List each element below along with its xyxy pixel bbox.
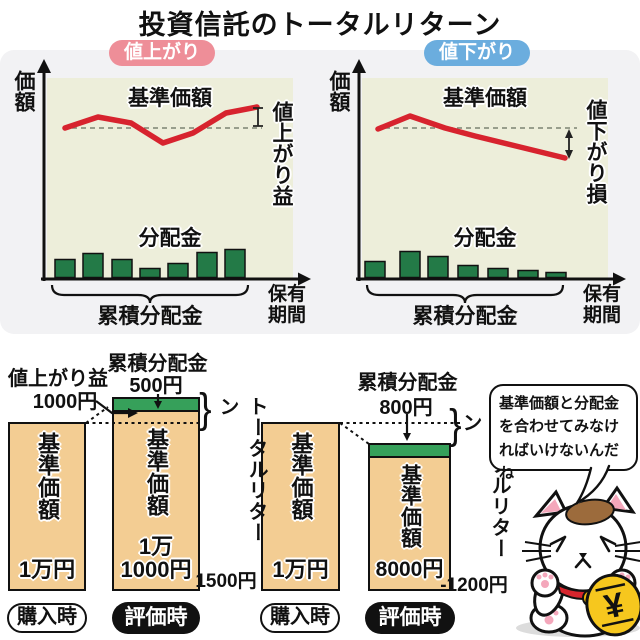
s1-total-label: トータルリターン bbox=[216, 396, 267, 543]
s1-buy-bar-label: 基準価額 bbox=[35, 432, 60, 520]
annotation-loss: 値下がり損 bbox=[584, 99, 607, 204]
s1-eval-bar-label: 基準価額 bbox=[144, 428, 169, 516]
speech-line-3: ればいけないんだね bbox=[499, 441, 620, 482]
annotation-gain: 値上がり益 bbox=[270, 101, 293, 206]
bars-label-rise: 分配金 bbox=[138, 227, 202, 250]
s1-eval-dist-cap bbox=[114, 399, 198, 412]
s2-buy-bar-value: 1万円 bbox=[272, 556, 329, 582]
cat-mouth bbox=[574, 557, 592, 569]
cat-eyes bbox=[549, 535, 617, 553]
cat-head bbox=[538, 503, 628, 593]
s1-eval-caption: 評価時 bbox=[112, 602, 200, 634]
s2-buy-caption: 購入時 bbox=[260, 603, 340, 633]
page-title: 投資信託のトータルリターン bbox=[138, 10, 502, 40]
s1-buy-caption: 購入時 bbox=[7, 603, 87, 633]
cat-right-paw-pads bbox=[613, 572, 631, 588]
cat-whiskers bbox=[522, 541, 640, 562]
cat-head-patch bbox=[565, 498, 615, 526]
s2-total-value: -1200円 bbox=[440, 575, 508, 596]
s2-buy-bar: 基準価額 1万円 bbox=[261, 422, 340, 591]
s1-dist-label: 累積分配金 bbox=[107, 353, 208, 375]
s1-dist-value: 500円 bbox=[129, 375, 183, 397]
speech-bubble: 基準価額と分配金 を合わせてみなけ ればいけないんだね bbox=[489, 384, 638, 482]
cat-right-ear-inner bbox=[607, 494, 626, 510]
speech-line-2: を合わせてみなけ bbox=[499, 418, 620, 436]
line-label-fall: 基準価額 bbox=[443, 87, 527, 110]
brace-label-rise: 累積分配金 bbox=[97, 305, 203, 328]
s1-gain-label: 値上がり益 bbox=[8, 368, 108, 390]
cat-shadow bbox=[516, 619, 640, 637]
cat-left-paw bbox=[530, 568, 560, 598]
cat-bell bbox=[582, 589, 600, 607]
s1-buy-bar: 基準価額 1万円 bbox=[8, 422, 86, 591]
x-axis-label-fall: 保有 期間 bbox=[583, 284, 622, 327]
s2-buy-bar-label: 基準価額 bbox=[288, 432, 314, 520]
cat-left-ear-inner bbox=[541, 499, 561, 513]
badge-fall: 値下がり bbox=[424, 40, 530, 66]
y-axis-label-rise: 価額 bbox=[12, 70, 35, 112]
s1-gain-value: 1000円 bbox=[32, 391, 98, 413]
cat-foot bbox=[529, 602, 569, 634]
s1-total-brace: } bbox=[199, 385, 212, 432]
s2-dist-value: 800円 bbox=[379, 397, 433, 419]
speech-line-1: 基準価額と分配金 bbox=[499, 395, 620, 412]
s2-eval-bar-value: 8000円 bbox=[375, 557, 444, 581]
cat-foot-pads bbox=[539, 608, 559, 625]
badge-rise: 値上がり bbox=[109, 40, 215, 66]
coin: ¥ bbox=[585, 573, 640, 637]
s2-dist-label: 累積分配金 bbox=[357, 372, 458, 394]
x-axis-label-rise: 保有 期間 bbox=[268, 284, 307, 327]
cat-left-ear bbox=[532, 489, 569, 518]
cat-mascot: ¥ bbox=[516, 485, 640, 638]
s1-eval-value-line1: 1万 bbox=[138, 533, 174, 559]
y-axis-label-fall: 価額 bbox=[327, 70, 350, 112]
brace-label-fall: 累積分配金 bbox=[412, 305, 518, 328]
s1-buy-bar-value: 1万円 bbox=[18, 556, 76, 582]
line-label-rise: 基準価額 bbox=[128, 87, 212, 110]
cat-left-arm bbox=[533, 571, 565, 617]
cat-collar bbox=[556, 583, 610, 600]
s2-eval-dist-cap bbox=[370, 445, 449, 458]
s2-eval-caption: 評価時 bbox=[365, 602, 455, 634]
cat-nose bbox=[579, 553, 587, 559]
bars-label-fall: 分配金 bbox=[453, 227, 517, 250]
coin-yen-symbol: ¥ bbox=[601, 585, 627, 626]
s1-total-value: 1500円 bbox=[195, 571, 257, 592]
cat-body bbox=[538, 566, 632, 638]
cat-right-ear bbox=[600, 485, 637, 514]
s1-eval-bar-value: 1万 1000円 bbox=[121, 535, 192, 581]
s2-total-brace: } bbox=[449, 401, 462, 448]
s1-eval-value-line2: 1000円 bbox=[120, 556, 192, 582]
s2-eval-bar-label: 基準価額 bbox=[398, 464, 422, 548]
cat-left-paw-pads bbox=[536, 572, 554, 588]
cat-right-paw bbox=[607, 568, 637, 598]
s2-eval-bar: 基準価額 8000円 bbox=[368, 443, 451, 591]
s1-eval-bar: 基準価額 1万 1000円 bbox=[112, 397, 200, 591]
